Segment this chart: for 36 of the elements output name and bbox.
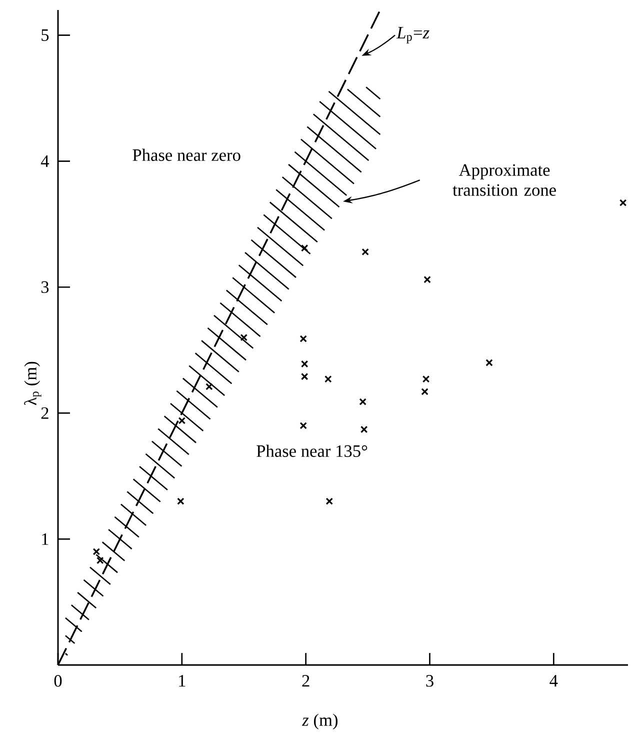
x-tick-label: 2 — [302, 675, 310, 687]
annotation: Approximate transition zone — [452, 164, 556, 196]
point — [300, 335, 307, 342]
point — [300, 372, 308, 380]
x-tick-label: 1 — [179, 675, 186, 686]
point — [360, 426, 368, 434]
x-tick-label: 3 — [426, 675, 434, 687]
y-axis-title: λ$_{p}$ (m) — [24, 362, 42, 406]
y-tick-label: 4 — [40, 155, 50, 167]
point — [177, 498, 184, 505]
point — [96, 556, 104, 564]
point — [300, 244, 308, 252]
annotation: Phase near zero — [132, 148, 240, 161]
point — [486, 359, 493, 366]
legend-label: L$_{p}$=z — [396, 27, 430, 44]
point — [619, 199, 627, 206]
point — [326, 498, 333, 505]
y-tick-label: 1 — [42, 533, 48, 545]
y-tick-label: 3 — [41, 281, 49, 293]
point — [422, 375, 430, 383]
x-tick-label: 0 — [54, 675, 62, 687]
point — [359, 398, 366, 406]
point — [324, 375, 332, 383]
x-axis-title: z (m) — [302, 714, 338, 730]
point — [240, 334, 248, 342]
annotation: Phase near 135° — [256, 444, 368, 457]
point — [300, 360, 308, 368]
point — [300, 422, 307, 430]
y-tick-label: 2 — [41, 407, 48, 419]
point — [206, 382, 213, 390]
y-tick-label: 5 — [42, 29, 49, 41]
point — [362, 248, 369, 256]
point — [421, 388, 428, 396]
point — [424, 276, 431, 284]
point — [178, 417, 186, 424]
x-tick-label: 4 — [550, 675, 558, 686]
